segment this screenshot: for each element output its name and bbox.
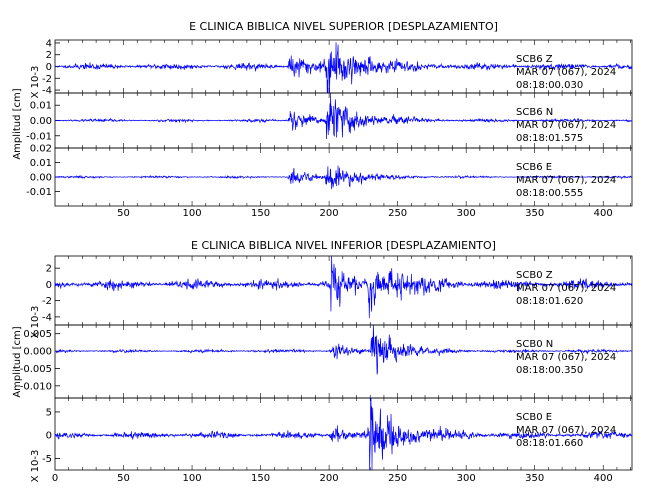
x-tick-label: 300	[457, 473, 476, 484]
waveform-line	[54, 255, 633, 319]
y-tick-label: 0.01	[30, 158, 52, 169]
y-tick-label: -0.005	[20, 364, 52, 375]
x-tick-label: 250	[388, 208, 407, 219]
time-label: 08:18:00.555	[516, 188, 583, 199]
y-axis-label: Amplitud [cm]	[12, 88, 23, 159]
y-tick-label: -5	[42, 454, 52, 465]
y-tick-label: -0.010	[20, 381, 52, 392]
waveform-line	[54, 165, 633, 190]
date-label: MAR 07 (067), 2024	[516, 175, 616, 186]
waveform-line	[54, 92, 633, 139]
x-tick-label: 200	[320, 473, 339, 484]
y-tick-label: -0.01	[26, 187, 52, 198]
y-tick-label: 0.005	[23, 329, 52, 340]
panel-frame	[54, 397, 633, 471]
x-tick-label: 50	[117, 208, 130, 219]
waveform-line	[54, 42, 633, 94]
trace-panel: 0.01 0.00 -0.01 SCB6 N MAR 07 (067), 2024 08:…	[26, 92, 633, 149]
station-label: SCB6 N	[516, 107, 553, 118]
trace-panel: 5 0 -5 SCB0 E MAR 07 (067), 2024 08:18:01.660	[42, 397, 633, 471]
time-label: 08:18:01.660	[516, 438, 583, 449]
trace-panel: 2 0 -2 -4 SCB0 Z MAR 07 (067), 2024 08:18:01.6…	[42, 255, 633, 326]
y-tick-label: 0.000	[23, 347, 52, 358]
y-tick-label: 5	[46, 407, 52, 418]
x-tick-label: 200	[320, 208, 339, 219]
y-tick-label: -2	[42, 74, 52, 85]
y-tick-label: 2	[46, 50, 52, 61]
station-label: SCB0 Z	[516, 270, 553, 281]
y-tick-label: 4	[46, 38, 52, 49]
station-label: SCB0 E	[516, 412, 552, 423]
date-label: MAR 07 (067), 2024	[516, 120, 616, 131]
date-label: MAR 07 (067), 2024	[516, 352, 616, 363]
trace-panel: 0.02 0.01 0.00 -0.01 SCB6 E MAR 07 (067), 202…	[26, 144, 633, 207]
trace-panel: 420-2-4 SCB6 Z MAR 07 (067), 2024 08:18:00.…	[42, 38, 633, 97]
date-label: MAR 07 (067), 2024	[516, 67, 616, 78]
y-tick-label: -4	[42, 86, 52, 97]
scale-label: X 10-3	[30, 450, 41, 483]
x-tick-label: 300	[457, 208, 476, 219]
x-tick-label: 50	[117, 473, 130, 484]
scale-label: X 10-3	[30, 66, 41, 99]
x-tick-label: 400	[594, 473, 613, 484]
y-tick-label: -4	[42, 312, 52, 323]
time-label: 08:18:00.030	[516, 80, 583, 91]
y-tick-label: 0	[46, 431, 52, 442]
x-tick-label: 150	[251, 473, 270, 484]
y-tick-label: 0.00	[30, 173, 52, 184]
y-tick-label: 0	[46, 62, 52, 73]
y-tick-label: -0.01	[26, 131, 52, 142]
time-label: 08:18:01.575	[516, 133, 583, 144]
y-tick-label: 0	[46, 280, 52, 291]
time-label: 08:18:01.620	[516, 296, 583, 307]
x-tick-label: 350	[525, 208, 544, 219]
y-tick-label: 2	[46, 264, 52, 275]
y-tick-label: 0.01	[30, 101, 52, 112]
x-tick-label: 150	[251, 208, 270, 219]
y-tick-label: -2	[42, 296, 52, 307]
scale-label: X 10-3	[30, 306, 41, 339]
trace-panel: 0.005 0.000 -0.005 -0.010 SCB0 N MAR 07 (067)…	[20, 324, 633, 399]
chart-title: E CLINICA BIBLICA NIVEL INFERIOR [DESPLA…	[191, 239, 496, 252]
x-tick-label: 400	[594, 208, 613, 219]
x-tick-label: 100	[183, 473, 202, 484]
chart-title: E CLINICA BIBLICA NIVEL SUPERIOR [DESPLA…	[189, 20, 498, 33]
station-label: SCB0 N	[516, 339, 553, 350]
y-axis-label: Amplitud [cm]	[12, 326, 23, 397]
station-label: SCB6 Z	[516, 54, 553, 65]
x-tick-label: 250	[388, 473, 407, 484]
y-tick-label: 0.02	[30, 144, 52, 155]
station-label: SCB6 E	[516, 162, 552, 173]
waveform-line	[54, 397, 633, 471]
time-label: 08:18:00.350	[516, 365, 583, 376]
date-label: MAR 07 (067), 2024	[516, 283, 616, 294]
date-label: MAR 07 (067), 2024	[516, 425, 616, 436]
x-tick-label: 100	[183, 208, 202, 219]
x-tick-label: 350	[525, 473, 544, 484]
y-tick-label: 0.00	[30, 116, 52, 127]
x-tick-label: 0	[52, 473, 58, 484]
waveform-line	[54, 324, 633, 375]
